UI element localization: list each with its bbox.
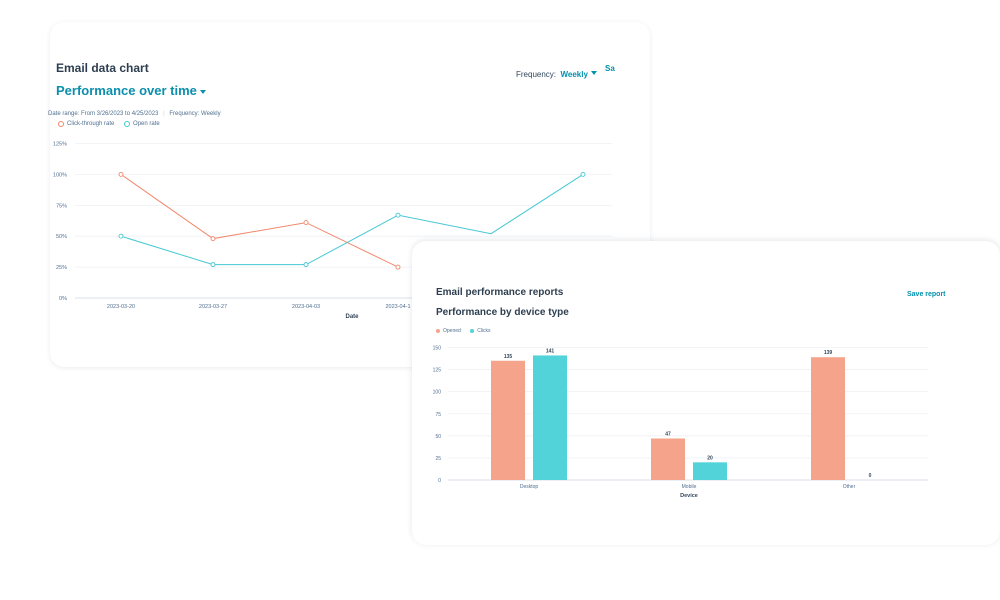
bar-opened-other <box>811 357 845 480</box>
bar-data-label: 139 <box>824 350 833 356</box>
bar-y-tick-label: 50 <box>435 434 441 440</box>
line-point <box>118 233 124 239</box>
bar-data-label: 0 <box>869 473 872 479</box>
line-series-ctr <box>120 173 399 268</box>
line-x-tick-label: 2023-03-20 <box>107 304 135 310</box>
bar-y-tick-label: 150 <box>433 346 442 352</box>
bar-clicks-desktop <box>533 355 567 480</box>
legend-item-ctr: Click-through rate <box>58 121 114 127</box>
frequency-note: Frequency: Weekly <box>169 111 221 117</box>
line-point <box>580 171 586 177</box>
bar-data-label: 135 <box>504 354 513 360</box>
legend-ctr-marker <box>58 121 64 127</box>
bar-y-tick-label: 125 <box>433 368 442 374</box>
bar-x-tick-label: Mobile <box>682 484 697 490</box>
bar-data-label: 47 <box>665 431 671 437</box>
frequency-label: Frequency: <box>516 70 557 79</box>
legend-open-marker <box>124 121 131 127</box>
line-y-tick-label: 25% <box>56 265 67 271</box>
card1-save-link[interactable]: Sa <box>605 64 615 73</box>
line-x-tick-label: 2023-04-03 <box>292 304 320 310</box>
bar-x-tick-label: Other <box>843 484 856 490</box>
bar-y-tick-label: 25 <box>435 456 441 462</box>
legend-ctr-label: Click-through rate <box>67 121 115 127</box>
legend-opened-marker <box>436 329 440 333</box>
line-point <box>303 262 309 268</box>
line-x-axis-label: Date <box>345 314 359 320</box>
line-point <box>395 264 401 270</box>
line-legend: Click-through rate Open rate <box>58 121 168 129</box>
date-range: Date range: From 3/26/2023 to 4/25/2023 <box>48 111 159 117</box>
bar-opened-desktop <box>491 360 525 480</box>
card1-subtitle-dropdown[interactable]: Performance over time <box>56 83 206 98</box>
chevron-down-icon <box>590 70 597 75</box>
chevron-down-icon <box>199 89 206 94</box>
card2-title: Email performance reports <box>436 287 564 298</box>
bar-x-axis-label: Device <box>680 493 698 499</box>
bar-x-tick-label: Desktop <box>520 484 539 490</box>
bar-clicks-mobile <box>693 462 727 480</box>
line-y-tick-label: 100% <box>53 172 67 178</box>
bar-opened-mobile <box>651 438 685 480</box>
save-report-button[interactable]: Save report <box>907 291 946 298</box>
legend-item-open: Open rate <box>124 121 160 127</box>
line-y-tick-label: 50% <box>56 234 67 240</box>
bar-y-tick-label: 75 <box>435 412 441 418</box>
legend-opened-label: Opened <box>443 328 461 334</box>
bar-y-tick-label: 0 <box>438 478 441 484</box>
card1-title: Email data chart <box>56 61 149 75</box>
legend-clicks-marker <box>470 329 475 333</box>
line-series-open <box>120 173 584 266</box>
bar-y-tick-label: 100 <box>433 390 442 396</box>
bar-data-label: 141 <box>546 348 555 354</box>
bar-legend: Opened Clicks <box>436 328 499 335</box>
line-y-tick-label: 75% <box>56 203 67 209</box>
legend-clicks-label: Clicks <box>477 328 491 334</box>
legend-item-opened: Opened <box>436 328 461 334</box>
legend-open-label: Open rate <box>133 121 160 127</box>
frequency-selector[interactable]: Frequency: Weekly <box>516 64 597 82</box>
separator: | <box>163 111 165 117</box>
date-range-line: Date range: From 3/26/2023 to 4/25/2023 … <box>48 111 221 117</box>
line-point <box>210 262 216 268</box>
bar-data-label: 20 <box>707 455 713 461</box>
line-point <box>395 212 401 218</box>
line-point <box>210 236 216 242</box>
line-x-tick-label: 2023-04-1 <box>385 304 410 310</box>
frequency-value: Weekly <box>560 70 588 79</box>
line-x-tick-label: 2023-03-27 <box>199 304 227 310</box>
line-y-tick-label: 125% <box>53 142 67 148</box>
card2-subtitle: Performance by device type <box>436 307 569 318</box>
line-point <box>118 171 124 177</box>
line-point <box>303 220 309 226</box>
card1-subtitle: Performance over time <box>56 83 197 98</box>
legend-item-clicks: Clicks <box>470 328 491 334</box>
line-y-tick-label: 0% <box>59 296 67 302</box>
